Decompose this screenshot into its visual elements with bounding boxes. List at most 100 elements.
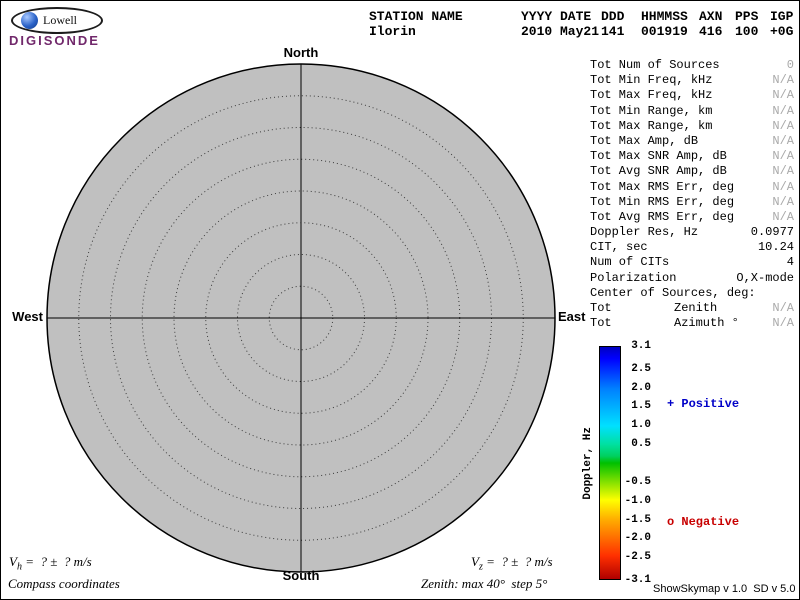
stat-label: Tot Min Freq, kHz (590, 73, 713, 88)
vz-value: = ? ± ? m/s (482, 554, 553, 569)
logo-brand-text: Lowell (43, 13, 77, 27)
stat-label: Tot Max SNR Amp, dB (590, 149, 727, 164)
plus-marker-icon: + (667, 397, 675, 411)
compass-label-west: West (12, 309, 43, 324)
legend-positive-label: Positive (681, 397, 740, 411)
stats-row: Tot Avg SNR Amp, dB N/A (590, 164, 794, 179)
colorbar-tick-label: -0.5 (624, 475, 651, 488)
lowell-logo: Lowell (11, 7, 103, 34)
colorbar-tick-label: 2.5 (631, 362, 651, 375)
stat-label: Tot Max Freq, kHz (590, 88, 713, 103)
stat-label: Tot Min Range, km (590, 103, 713, 118)
stat-label: Tot Max Range, km (590, 118, 713, 133)
header-value-pps: 100 (735, 24, 759, 39)
stat-sublabel: Zenith (674, 301, 718, 315)
compass-label-east: East (558, 309, 586, 324)
stat-label: Tot Max RMS Err, deg (590, 179, 735, 194)
doppler-colorbar (599, 346, 621, 580)
stats-row: Tot Max Freq, kHz N/A (590, 88, 794, 103)
stat-value: N/A (772, 118, 794, 133)
stats-row: Tot Azimuth ° N/A (590, 316, 794, 331)
colorbar-tick-label: -3.1 (624, 574, 651, 586)
stat-value: 0 (786, 58, 794, 72)
stat-value: 0.0977 (750, 225, 794, 240)
header-value-time: 001919 (641, 24, 688, 39)
stats-row: Tot Min Freq, kHz N/A (590, 73, 794, 88)
stats-row: Tot Max RMS Err, deg N/A (590, 180, 794, 195)
stats-row: Tot Zenith N/A (590, 301, 794, 316)
header-label-ddd: DDD (601, 9, 625, 24)
header-label-date: YYYY DATE (521, 9, 592, 24)
stat-label: Doppler Res, Hz (590, 225, 699, 240)
header-value-date: 2010 May21 (521, 24, 600, 39)
stat-label: Center of Sources, deg: (590, 285, 756, 300)
legend-negative: o Negative (667, 515, 739, 529)
colorbar-tick-label: 0.5 (631, 438, 651, 451)
stat-label: Tot Min RMS Err, deg (590, 194, 735, 209)
stat-value: O,X-mode (736, 270, 794, 285)
stat-value: N/A (772, 194, 794, 209)
version-string: ShowSkymap v 1.0 SD v 5.0 (653, 583, 796, 595)
stats-row: Tot Num of Sources 0 (590, 58, 794, 73)
horizontal-velocity-readout: Vh = ? ± ? m/s (9, 554, 92, 573)
skymap-plot (46, 63, 556, 573)
stat-value: N/A (772, 103, 794, 118)
stats-row: Tot Max Range, km N/A (590, 119, 794, 134)
colorbar-tick-label: -2.5 (624, 551, 651, 564)
stat-value: N/A (772, 73, 794, 88)
digisonde-wordmark: DIGISONDE (9, 33, 100, 48)
vz-symbol: V (471, 554, 479, 569)
colorbar-tick-label: 1.0 (631, 419, 651, 432)
stat-label: Tot (590, 316, 612, 331)
header-value-igp: +0G (770, 24, 794, 39)
stats-panel: Tot Num of Sources 0 Tot Min Freq, kHz N/A T… (590, 58, 794, 331)
header-label-pps: PPS (735, 9, 759, 24)
legend-negative-label: Negative (681, 515, 740, 529)
stat-value: N/A (772, 301, 794, 315)
doppler-axis-text: Doppler, Hz (581, 426, 594, 500)
stat-value: N/A (772, 164, 794, 179)
header-label-igp: IGP (770, 9, 794, 24)
stat-value: 10.24 (757, 240, 794, 255)
vz-subscript: z (478, 561, 483, 573)
compass-label-south: South (282, 568, 320, 583)
header-value-station: Ilorin (369, 24, 416, 39)
compass-label-north: North (283, 45, 319, 60)
stat-value: N/A (772, 179, 794, 194)
stats-row: Center of Sources, deg: (590, 286, 794, 301)
vh-symbol: V (9, 554, 17, 569)
stat-value: N/A (772, 316, 794, 331)
stats-row: Tot Max SNR Amp, dB N/A (590, 149, 794, 164)
header-label-axn: AXN (699, 9, 723, 24)
stat-label: Num of CITs (590, 255, 670, 270)
stats-row: CIT, sec 10.24 (590, 240, 794, 255)
stat-label: CIT, sec (590, 240, 648, 255)
stat-label: Polarization (590, 270, 677, 285)
colorbar-tick-label: -2.0 (624, 532, 651, 545)
header-label-station: STATION NAME (369, 9, 463, 24)
stats-row: Polarization O,X-mode (590, 271, 794, 286)
stats-row: Tot Min RMS Err, deg N/A (590, 195, 794, 210)
stat-value: N/A (772, 149, 794, 164)
stat-label: Tot Avg SNR Amp, dB (590, 164, 727, 179)
stats-row: Doppler Res, Hz 0.0977 (590, 225, 794, 240)
stat-label: Tot Max Amp, dB (590, 133, 699, 148)
stat-label: Tot Avg RMS Err, deg (590, 209, 735, 224)
colorbar-tick-label: -1.0 (624, 494, 651, 507)
colorbar-tick-label: 2.0 (631, 381, 651, 394)
zenith-range-note: Zenith: max 40° step 5° (421, 576, 548, 591)
globe-icon (21, 12, 38, 29)
stats-row: Tot Min Range, km N/A (590, 104, 794, 119)
stats-row: Tot Max Amp, dB N/A (590, 134, 794, 149)
stat-value: N/A (772, 209, 794, 224)
colorbar-axis-label: Doppler, Hz (579, 346, 596, 580)
vh-value: = ? ± ? m/s (21, 554, 92, 569)
stat-label: Tot (590, 301, 612, 315)
colorbar-tick-label: 3.1 (631, 340, 651, 352)
header-value-axn: 416 (699, 24, 723, 39)
stats-row: Tot Avg RMS Err, deg N/A (590, 210, 794, 225)
colorbar-tick-label: 1.5 (631, 400, 651, 413)
vh-subscript: h (16, 561, 22, 573)
stat-value: N/A (772, 133, 794, 148)
